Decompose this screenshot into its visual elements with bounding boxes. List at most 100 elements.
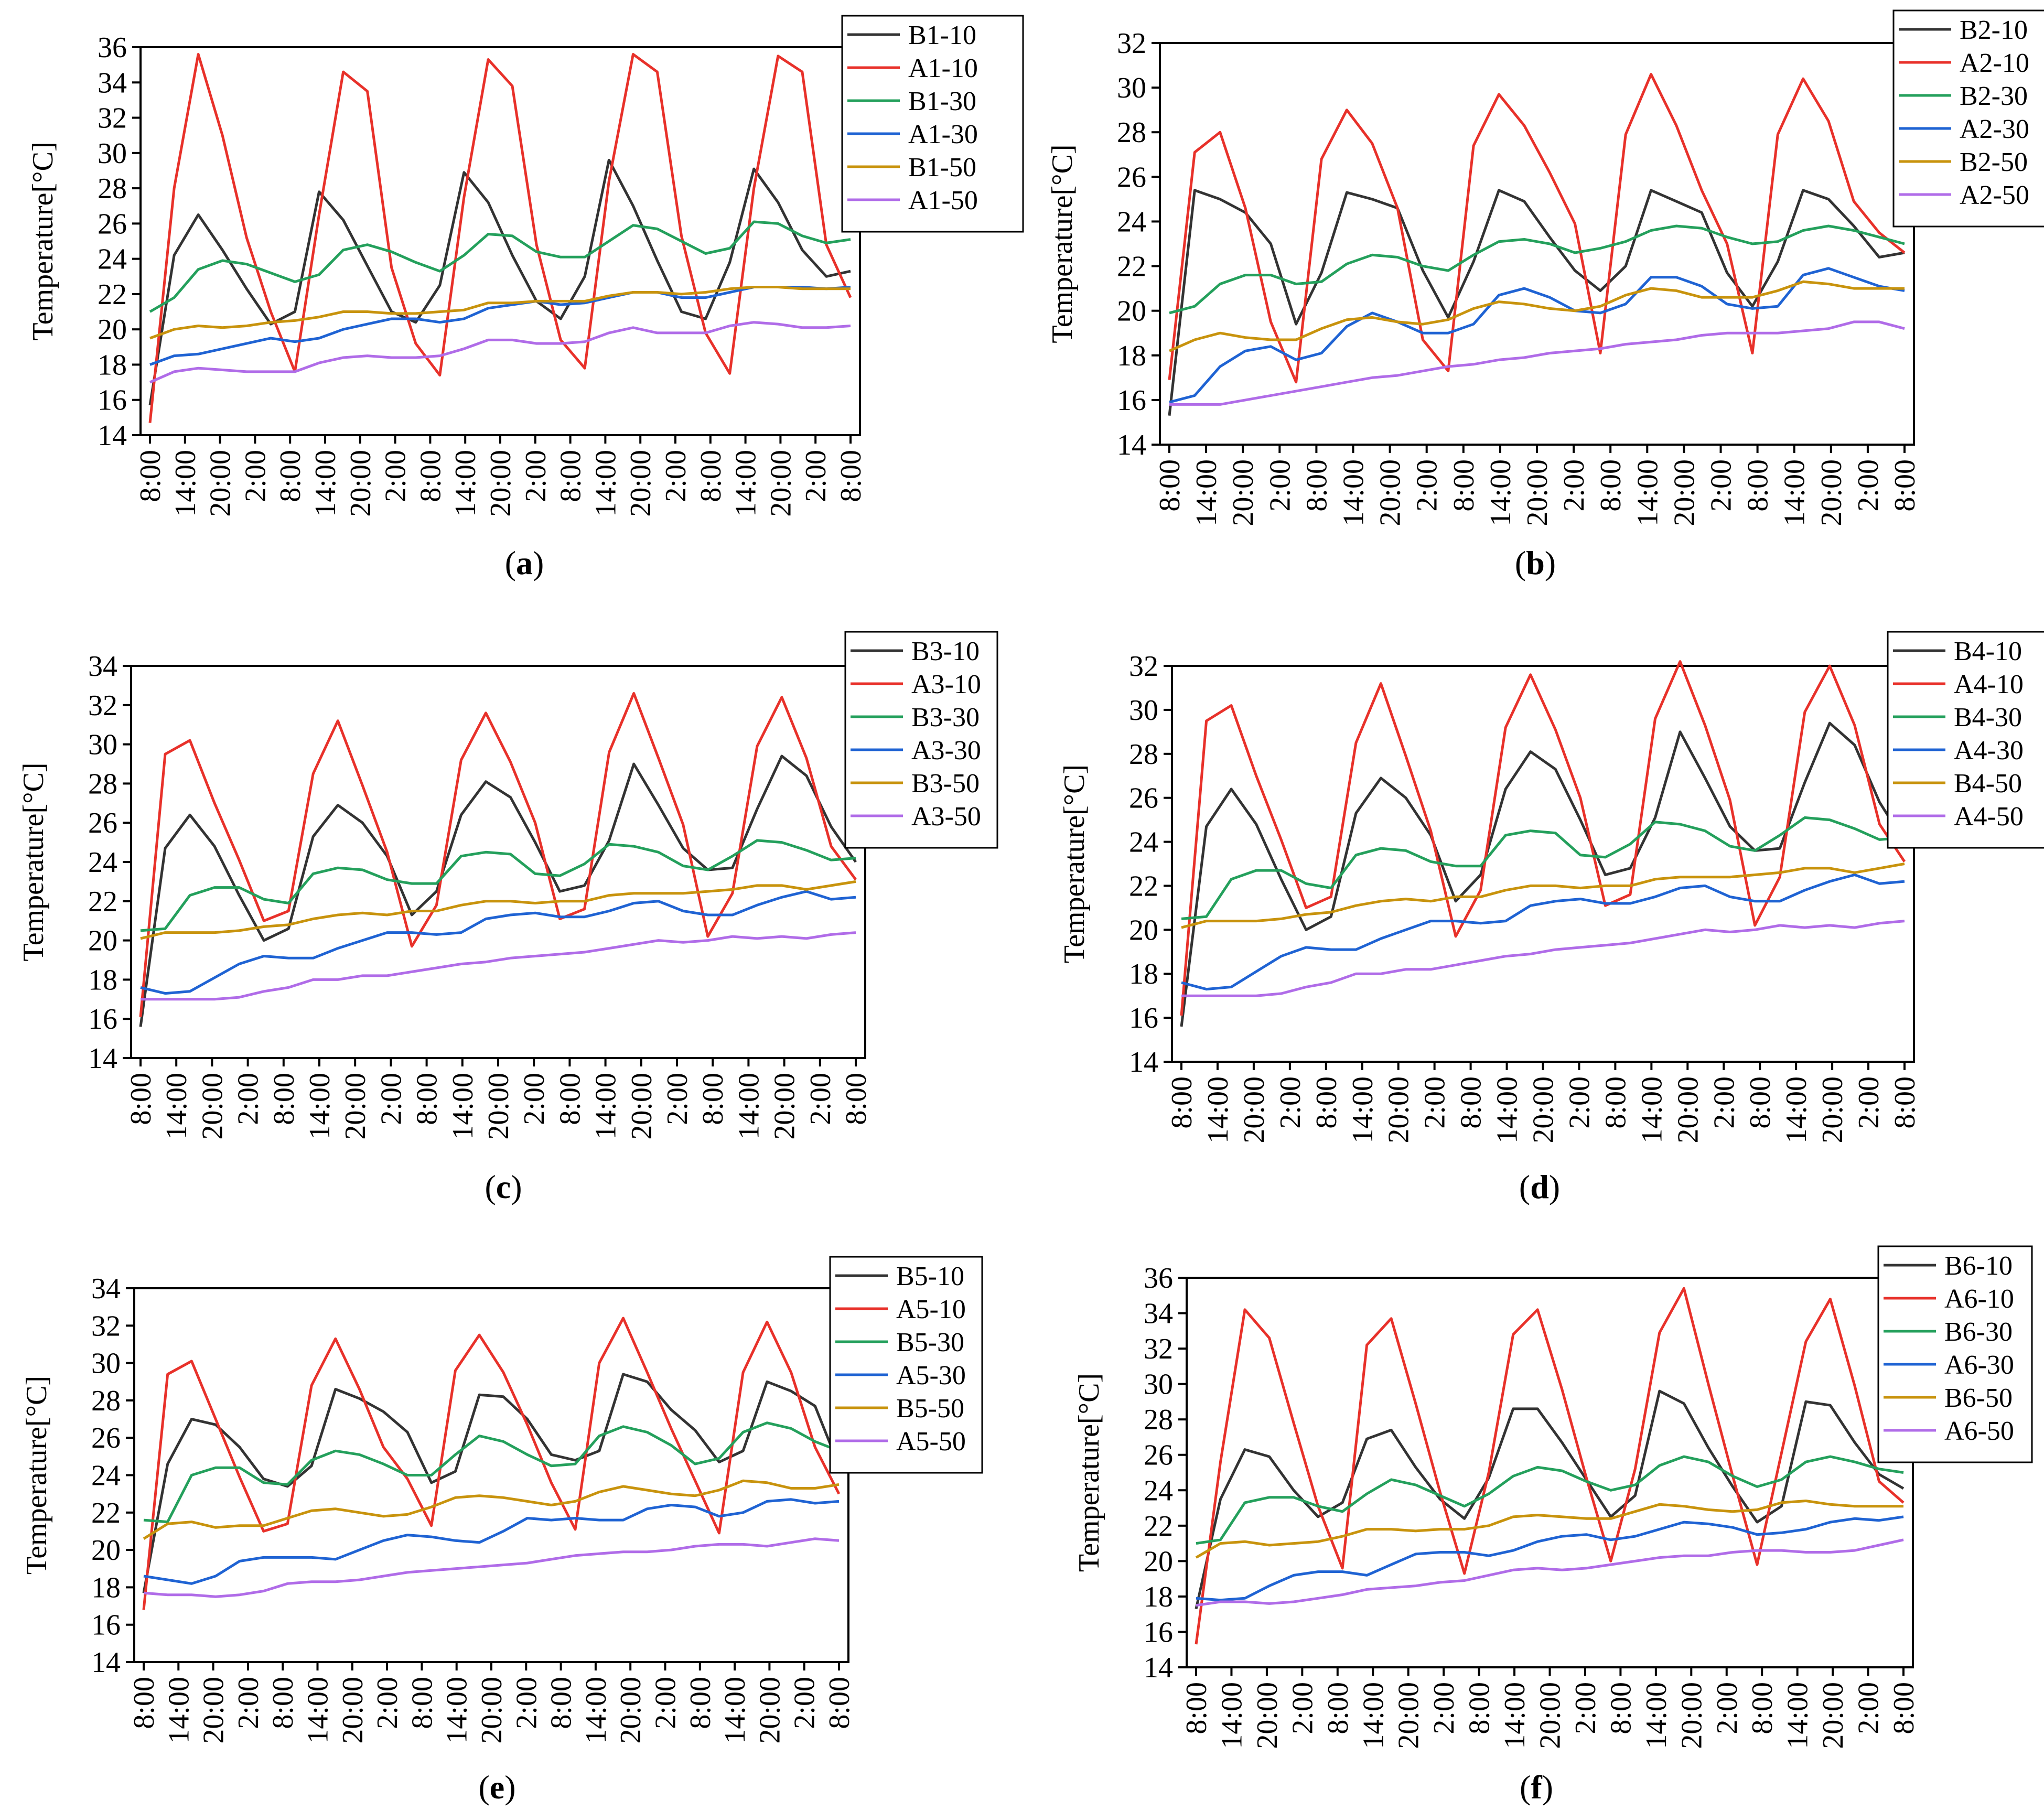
legend-label: A6-30 [1944,1350,2014,1380]
legend-label: A2-10 [1960,48,2029,78]
x-tick-label: 14:00 [1347,1076,1379,1144]
x-tick-label: 8:00 [1595,459,1627,512]
y-tick-label: 24 [1144,1474,1173,1507]
x-tick-label: 20:00 [1668,459,1701,526]
legend-label: B3-10 [911,637,980,666]
series-line-B2-10 [1168,189,1905,416]
y-tick-label: 14 [88,1042,117,1075]
legend-label: B1-50 [908,153,976,182]
legend-box [1887,631,2044,849]
y-tick-label: 30 [98,137,127,170]
x-tick-label: 8:00 [406,1677,438,1729]
y-tick-label: 16 [88,1003,117,1036]
x-tick-label: 8:00 [554,1073,586,1125]
legend-label: A5-10 [896,1295,966,1324]
x-tick-label: 14:00 [1631,459,1664,526]
y-tick-label: 22 [1117,251,1146,283]
x-tick-label: 8:00 [1889,459,1921,512]
y-tick-label: 30 [1144,1368,1173,1401]
x-tick-label: 8:00 [1180,1682,1213,1734]
panel-label: (d) [1519,1168,1560,1205]
x-tick-label: 8:00 [1154,459,1186,512]
series-line-B6-10 [1195,1389,1905,1610]
y-tick-label: 24 [1117,206,1146,238]
legend-box [844,631,998,849]
x-tick-label: 2:00 [800,450,832,502]
y-tick-label: 28 [1117,116,1146,149]
y-axis-title: Temperature[°C] [20,1376,53,1575]
x-tick-label: 2:00 [375,1073,407,1125]
series-line-B5-30 [143,1421,840,1524]
x-tick-label: 8:00 [555,450,587,502]
x-tick-label: 20:00 [1383,1076,1415,1144]
x-tick-label: 20:00 [339,1073,372,1140]
x-tick-label: 2:00 [371,1677,404,1729]
y-tick-label: 28 [1144,1404,1173,1436]
series-line-B4-50 [1181,863,1905,929]
y-tick-label: 16 [91,1609,121,1642]
legend-label: A4-50 [1954,802,2024,832]
x-tick-label: 8:00 [1322,1682,1354,1734]
x-tick-label: 14:00 [169,450,202,517]
legend-label: A6-50 [1944,1416,2014,1446]
y-tick-label: 20 [91,1534,121,1567]
chart-panel-c: 14 16 18 20 22 24 26 28 30 32 34 Temperature[°C] 8:0… [17,631,998,1205]
x-tick-label: 2:00 [1705,459,1738,512]
series-line-B6-50 [1195,1500,1903,1559]
legend-label: B5-10 [896,1262,964,1291]
x-tick-label: 2:00 [1286,1682,1319,1734]
x-tick-label: 20:00 [205,450,237,517]
y-tick-label: 28 [88,768,117,800]
y-tick-label: 36 [98,31,127,64]
series-line-A3-50 [141,931,856,1001]
legend-label: B4-10 [1954,637,2022,666]
x-tick-label: 8:00 [684,1677,717,1729]
x-tick-label: 8:00 [840,1073,873,1125]
x-tick-label: 20:00 [1521,459,1554,526]
series-line-A1-50 [149,321,851,384]
y-tick-label: 32 [1129,650,1158,683]
y-tick-label: 26 [1117,161,1146,193]
x-tick-label: 2:00 [1569,1682,1602,1734]
x-tick-label: 14:00 [1215,1682,1248,1749]
y-tick-label: 22 [1144,1510,1173,1543]
x-tick-label: 14:00 [730,450,762,517]
x-tick-label: 14:00 [441,1677,474,1744]
y-tick-label: 24 [88,846,117,879]
x-tick-label: 8:00 [1746,1682,1779,1734]
y-axis-title: Temperature[°C] [27,142,59,340]
y-tick-label: 14 [91,1646,121,1679]
plot-frame [1186,1277,1914,1668]
plot-frame [133,1287,849,1663]
y-tick-label: 24 [91,1460,121,1492]
x-tick-label: 20:00 [1238,1076,1271,1144]
x-tick-label: 14:00 [160,1073,193,1140]
y-tick-label: 24 [98,243,127,276]
y-tick-label: 18 [91,1571,121,1604]
x-tick-label: 20:00 [482,1073,515,1140]
legend-label: A4-10 [1954,670,2024,699]
y-tick-label: 20 [88,925,117,957]
legend-label: A6-10 [1944,1284,2014,1314]
x-tick-label: 14:00 [309,450,342,517]
y-tick-label: 28 [91,1385,121,1417]
series-line-A1-10 [148,53,852,423]
x-tick-label: 8:00 [267,1677,299,1729]
x-tick-label: 14:00 [1640,1682,1673,1749]
x-tick-label: 8:00 [1166,1076,1198,1129]
x-tick-label: 20:00 [345,450,377,517]
x-tick-label: 20:00 [1534,1682,1567,1749]
y-tick-label: 14 [1144,1652,1173,1684]
legend-label: A5-50 [896,1427,966,1457]
y-tick-label: 14 [1129,1046,1158,1079]
x-tick-label: 8:00 [545,1677,578,1729]
x-tick-label: 8:00 [695,450,727,502]
x-tick-label: 20:00 [1815,459,1848,526]
legend-label: B1-30 [908,87,976,116]
y-tick-label: 30 [1129,694,1158,727]
